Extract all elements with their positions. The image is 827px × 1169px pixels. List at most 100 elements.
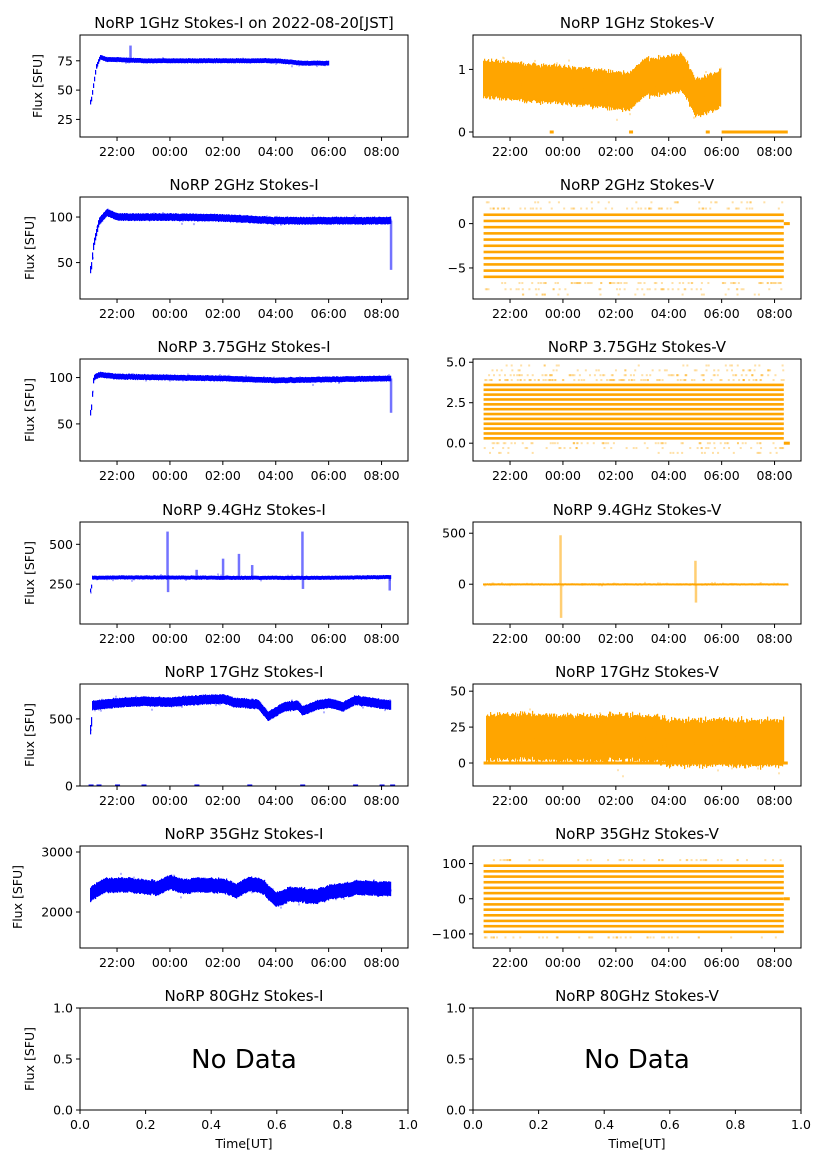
data-point: [128, 213, 130, 222]
data-point: [343, 376, 345, 382]
data-point: [171, 58, 173, 64]
data-point: [240, 58, 242, 63]
data-point: [306, 704, 308, 714]
data-point: [609, 583, 611, 586]
data-point: [111, 373, 113, 379]
data-point: [676, 374, 679, 377]
data-point: [677, 583, 679, 586]
data-point: [673, 720, 675, 767]
data-point: [329, 217, 331, 225]
data-point: [525, 583, 527, 586]
data-point: [589, 583, 591, 586]
data-point: [219, 576, 221, 580]
data-point: [560, 65, 562, 104]
data-point: [489, 583, 491, 586]
data-point: [312, 214, 314, 217]
data-point: [610, 447, 613, 450]
data-point: [711, 718, 713, 765]
data-point: [555, 364, 558, 367]
data-point: [172, 374, 174, 381]
data-point: [386, 881, 388, 896]
data-point: [644, 583, 646, 586]
data-point: [139, 374, 141, 380]
data-point: [588, 716, 590, 763]
y-tick-label: 0.5: [53, 1052, 73, 1067]
data-point: [750, 583, 752, 586]
data-point: [489, 207, 492, 210]
data-point: [210, 375, 212, 382]
data-point: [156, 881, 158, 896]
x-tick-label: 00:00: [152, 468, 188, 483]
data-point: [554, 379, 557, 382]
data-point: [175, 876, 177, 892]
data-point: [123, 213, 125, 222]
data-point: [323, 699, 325, 710]
data-point: [120, 575, 122, 580]
data-point: [191, 375, 193, 381]
data-point: [669, 451, 672, 454]
data-point: [111, 210, 113, 219]
data-point: [642, 379, 645, 382]
data-point: [261, 216, 263, 224]
data-point: [714, 583, 716, 586]
x-tick-label: 08:00: [757, 955, 793, 970]
data-point: [638, 64, 640, 102]
data-point: [227, 375, 229, 382]
data-point: [341, 376, 343, 383]
data-point: [505, 63, 507, 101]
data-point: [343, 897, 345, 900]
data-point: [308, 217, 310, 225]
data-point: [380, 375, 382, 382]
data-point: [563, 207, 566, 210]
plot-area: [483, 364, 790, 454]
data-point: [105, 877, 107, 893]
data-point: [511, 63, 513, 101]
data-point: [355, 376, 357, 382]
data-points: [90, 208, 393, 274]
x-tick-label: 22:00: [492, 793, 528, 808]
data-points: [483, 708, 788, 778]
data-spike: [221, 558, 225, 578]
data-point: [333, 376, 335, 382]
data-point: [634, 714, 636, 761]
data-point: [678, 56, 680, 94]
data-point: [690, 859, 693, 862]
data-point: [566, 67, 568, 105]
data-point: [172, 213, 174, 222]
data-point: [335, 884, 337, 900]
data-point: [516, 379, 519, 382]
data-point: [311, 60, 313, 66]
data-point: [534, 59, 536, 62]
data-point: [701, 207, 704, 210]
data-point: [519, 713, 521, 760]
data-point: [524, 711, 526, 758]
data-point: [220, 574, 222, 577]
data-point: [199, 695, 201, 705]
data-point: [583, 712, 585, 759]
data-point: [532, 583, 534, 586]
data-point: [265, 57, 267, 63]
data-point: [736, 288, 739, 291]
data-point: [616, 583, 618, 586]
data-point: [663, 717, 665, 764]
x-tick-label: 22:00: [99, 306, 135, 321]
data-point: [497, 712, 499, 759]
data-point: [282, 58, 284, 64]
x-tick-label: 06:00: [311, 955, 347, 970]
data-point: [222, 878, 224, 894]
data-point: [768, 583, 770, 586]
data-point: [335, 699, 337, 710]
data-point: [664, 56, 666, 95]
data-point: [600, 713, 602, 760]
axes-frame: [472, 845, 802, 949]
data-point: [293, 59, 295, 65]
data-point: [485, 379, 488, 382]
data-point: [266, 883, 268, 898]
data-point: [103, 212, 105, 220]
data-point: [686, 62, 688, 100]
data-point: [127, 878, 129, 893]
data-point: [113, 878, 115, 894]
data-point: [741, 716, 743, 763]
data-point: [485, 288, 488, 291]
